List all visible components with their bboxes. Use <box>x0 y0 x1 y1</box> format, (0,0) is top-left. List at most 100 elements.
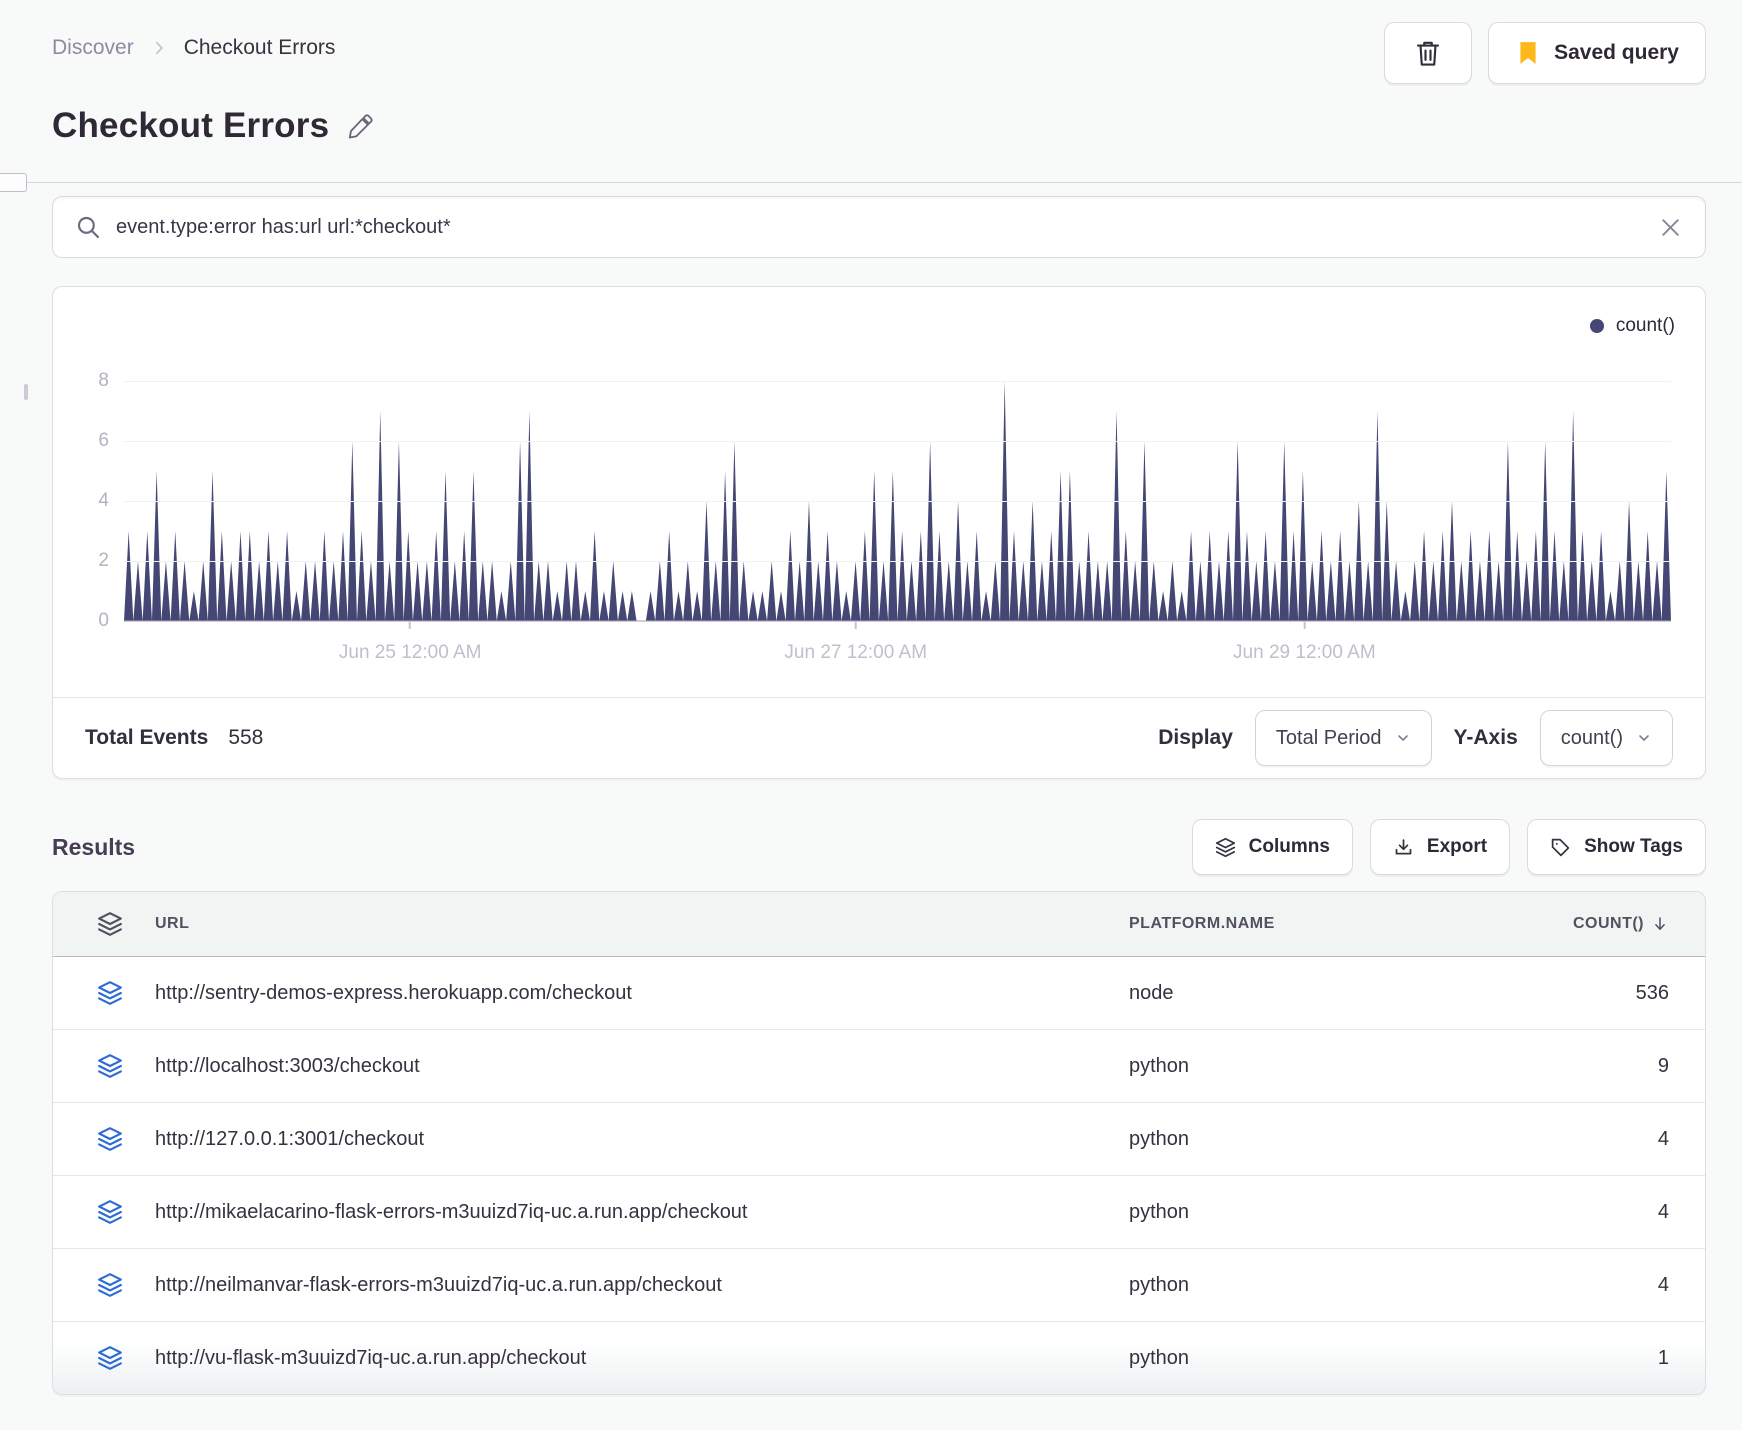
edit-title-pencil-icon[interactable] <box>347 113 374 140</box>
x-axis-tick: Jun 27 12:00 AM <box>784 621 927 664</box>
trash-icon <box>1413 38 1443 68</box>
y-axis-tick-label: 6 <box>98 430 109 451</box>
count-cell: 536 <box>1635 981 1669 1004</box>
table-row[interactable]: http://neilmanvar-flask-errors-m3uuizd7i… <box>53 1249 1705 1322</box>
table-row[interactable]: http://127.0.0.1:3001/checkout python 4 <box>53 1103 1705 1176</box>
url-cell[interactable]: http://mikaelacarino-flask-errors-m3uuiz… <box>155 1200 748 1223</box>
drawer-handle[interactable] <box>0 173 27 192</box>
results-table: URL PLATFORM.NAME COUNT() http://sentry-… <box>52 891 1706 1395</box>
url-cell[interactable]: http://localhost:3003/checkout <box>155 1054 420 1077</box>
export-button[interactable]: Export <box>1369 819 1511 875</box>
x-axis-tick-mark <box>1303 621 1306 629</box>
display-dropdown[interactable]: Total Period <box>1254 710 1432 766</box>
breadcrumb-discover[interactable]: Discover <box>52 36 134 59</box>
url-cell[interactable]: http://sentry-demos-express.herokuapp.co… <box>155 981 632 1004</box>
x-axis-tick-mark <box>854 621 857 629</box>
page-title: Checkout Errors <box>52 106 330 145</box>
layers-icon[interactable] <box>97 1345 155 1371</box>
platform-cell: python <box>1129 1273 1190 1296</box>
url-cell[interactable]: http://vu-flask-m3uuizd7iq-uc.a.run.app/… <box>155 1346 587 1369</box>
chart-controls: Display Total Period Y-Axis count() <box>1158 710 1673 766</box>
y-axis-dropdown[interactable]: count() <box>1539 710 1673 766</box>
legend-label: count() <box>1615 315 1675 336</box>
clear-search-icon[interactable] <box>1658 215 1683 240</box>
section-divider <box>0 173 1742 192</box>
url-cell[interactable]: http://neilmanvar-flask-errors-m3uuizd7i… <box>155 1273 722 1296</box>
title-row: Checkout Errors <box>0 106 1742 146</box>
gridline <box>124 561 1671 562</box>
x-axis: Jun 25 12:00 AM Jun 27 12:00 AM Jun 29 12:… <box>124 621 1671 681</box>
saved-query-button[interactable]: Saved query <box>1488 22 1706 84</box>
url-cell[interactable]: http://127.0.0.1:3001/checkout <box>155 1127 425 1150</box>
side-grip <box>24 384 28 400</box>
y-axis-control-label: Y-Axis <box>1453 726 1518 749</box>
chevron-down-icon <box>1395 730 1411 746</box>
results-row: Results Columns Export <box>52 819 1706 875</box>
saved-query-label: Saved query <box>1554 41 1679 64</box>
content: event.type:error has:url url:*checkout* … <box>0 196 1742 1395</box>
table-row[interactable]: http://mikaelacarino-flask-errors-m3uuiz… <box>53 1176 1705 1249</box>
topbar: Discover Checkout Errors Saved query <box>0 0 1742 84</box>
search-bar[interactable]: event.type:error has:url url:*checkout* <box>52 196 1706 258</box>
search-icon <box>75 214 101 240</box>
x-axis-tick-label: Jun 29 12:00 AM <box>1233 642 1376 663</box>
chevron-right-icon <box>150 39 168 57</box>
breadcrumb: Discover Checkout Errors <box>52 22 335 60</box>
layers-icon[interactable] <box>97 911 155 937</box>
download-icon <box>1393 837 1414 858</box>
table-row[interactable]: http://sentry-demos-express.herokuapp.co… <box>53 957 1705 1030</box>
gridline <box>124 381 1671 382</box>
count-cell: 4 <box>1657 1273 1669 1296</box>
platform-cell: python <box>1129 1127 1190 1150</box>
count-cell: 9 <box>1657 1054 1669 1077</box>
count-cell: 4 <box>1657 1200 1669 1223</box>
layers-icon[interactable] <box>97 1053 155 1079</box>
total-events-label: Total Events <box>85 726 209 749</box>
chart-section: count() 8 6 4 2 0 Jun 25 12:00 AM Jun 27 12:0… <box>53 287 1705 697</box>
total-events-value: 558 <box>228 726 264 749</box>
tag-icon <box>1550 837 1571 858</box>
results-heading: Results <box>52 833 136 860</box>
y-axis-tick-label: 8 <box>98 370 109 391</box>
column-header-count[interactable]: COUNT() <box>1489 915 1669 933</box>
legend-dot <box>1589 319 1604 333</box>
sort-descending-icon <box>1651 915 1669 933</box>
breadcrumb-current: Checkout Errors <box>183 36 336 59</box>
x-axis-tick: Jun 25 12:00 AM <box>338 621 482 664</box>
chart-plot[interactable]: Jun 25 12:00 AM Jun 27 12:00 AM Jun 29 12:… <box>124 381 1671 663</box>
x-axis-tick-mark <box>409 621 412 629</box>
display-label: Display <box>1158 726 1233 749</box>
chevron-down-icon <box>1636 730 1652 746</box>
count-cell: 1 <box>1657 1346 1669 1369</box>
column-header-platform[interactable]: PLATFORM.NAME <box>1129 915 1275 932</box>
top-actions: Saved query <box>1384 22 1706 84</box>
total-events: Total Events 558 <box>85 726 263 750</box>
layers-icon <box>1215 837 1236 858</box>
columns-button-label: Columns <box>1248 836 1330 857</box>
platform-cell: node <box>1129 981 1174 1004</box>
y-axis-tick-label: 0 <box>98 610 109 631</box>
layers-icon[interactable] <box>97 1126 155 1152</box>
chart-legend[interactable]: count() <box>1589 315 1675 337</box>
layers-icon[interactable] <box>97 980 155 1006</box>
x-axis-tick-label: Jun 25 12:00 AM <box>338 642 482 663</box>
y-axis-dropdown-value: count() <box>1560 726 1623 749</box>
x-axis-line <box>124 620 1671 622</box>
layers-icon[interactable] <box>97 1272 155 1298</box>
search-input[interactable]: event.type:error has:url url:*checkout* <box>116 215 451 238</box>
count-cell: 4 <box>1657 1127 1669 1150</box>
table-row[interactable]: http://localhost:3003/checkout python 9 <box>53 1030 1705 1103</box>
table-row[interactable]: http://vu-flask-m3uuizd7iq-uc.a.run.app/… <box>53 1322 1705 1394</box>
delete-query-button[interactable] <box>1384 22 1473 84</box>
platform-cell: python <box>1129 1200 1190 1223</box>
platform-cell: python <box>1129 1346 1190 1369</box>
columns-button[interactable]: Columns <box>1191 819 1353 875</box>
show-tags-button[interactable]: Show Tags <box>1527 819 1706 875</box>
y-axis-tick-label: 4 <box>98 490 109 511</box>
layers-icon[interactable] <box>97 1199 155 1225</box>
y-axis: 8 6 4 2 0 <box>53 370 109 631</box>
chart-footer: Total Events 558 Display Total Period Y-… <box>53 697 1705 778</box>
column-header-count-label: COUNT() <box>1572 915 1644 932</box>
column-header-url[interactable]: URL <box>155 915 190 932</box>
